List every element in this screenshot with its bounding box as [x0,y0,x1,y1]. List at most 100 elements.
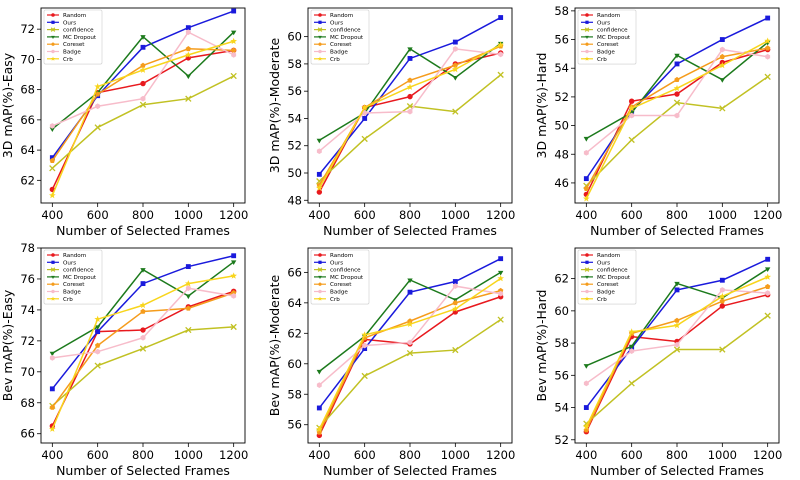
y-axis-label: 3D mAP(%)-Hard [534,53,549,159]
series-confidence [49,72,237,172]
legend-label: Random [597,13,620,19]
data-point-ours [583,405,589,410]
legend-marker-random [51,13,55,17]
data-point-confidence [764,73,771,80]
legend-label: MC Dropout [597,35,631,41]
data-point-confidence [719,105,726,112]
legend-marker-random [585,13,589,17]
data-point-badge [629,112,635,119]
data-point-crb [673,321,681,329]
y-tick-label: 64 [20,143,35,157]
x-axis-label: Number of Selected Frames [590,463,764,478]
legend-label: Coreset [597,282,619,288]
legend-label: confidence [330,268,361,274]
chart-panel-3: 400 600 800 1000 1200 46 48 50 52 54 56 58 Number of… [534,4,782,238]
data-point-ours [49,386,55,392]
x-tick-label: 800 [399,448,421,462]
data-point-badge [583,149,589,156]
legend-entry-mc-dropout: MC Dropout [581,275,631,281]
data-point-crb [452,305,459,312]
y-tick-label: 50 [287,166,302,180]
y-tick-label: 56 [554,33,569,47]
legend-box [577,9,637,65]
y-tick-label: 48 [287,193,302,207]
legend-label: MC Dropout [330,275,364,281]
legend-label: Badge [330,50,348,56]
data-point-mc-dropout [628,344,635,350]
series-coreset [583,283,771,433]
legend-marker-crb [317,296,323,301]
data-point-ours [583,176,589,182]
x-tick-label: 800 [132,208,154,222]
x-tick-label: 1200 [219,448,248,462]
legend-marker-confidence [584,267,590,272]
y-tick-label: 58 [287,57,302,71]
y-tick-label: 78 [20,241,35,255]
x-tick-label: 800 [399,208,421,222]
data-point-badge [316,382,322,388]
data-point-ours [362,346,368,351]
legend-marker-confidence [584,27,590,32]
legend-entry-coreset: Coreset [47,42,85,48]
legend-entry-ours: Ours [314,260,343,266]
data-point-badge [719,287,725,293]
legend-marker-random [585,253,589,257]
y-tick-label: 56 [287,418,302,432]
series-coreset [49,290,237,410]
data-point-coreset [185,45,192,52]
legend-marker-badge [318,49,322,54]
legend-entry-random: Random [581,253,620,259]
data-point-coreset [94,342,101,348]
y-tick-label: 74 [20,303,35,317]
legend-entry-ours: Ours [47,20,76,26]
x-tick-label: 1000 [441,448,470,462]
legend-marker-mc-dropout [51,35,55,39]
chart-panel-6: 400 600 800 1000 1200 52 54 56 58 60 62 Number of S… [534,247,782,478]
legend-marker-crb [584,296,590,301]
legend-label: Random [597,253,620,259]
legend-marker-coreset [585,42,589,46]
y-axis-label: 3D mAP(%)-Easy [0,52,15,158]
data-point-mc-dropout [674,281,680,287]
data-point-coreset [185,305,192,311]
data-point-crb [583,423,590,430]
legend-marker-coreset [318,282,322,286]
legend-entry-random: Random [47,253,86,259]
series-badge [316,46,504,155]
data-point-crb [230,272,237,279]
legend-entry-mc-dropout: MC Dropout [314,35,364,41]
y-tick-label: 60 [287,30,302,44]
data-point-mc-dropout [316,138,323,144]
legend-entry-mc-dropout: MC Dropout [47,35,97,41]
legend-marker-badge [318,289,322,294]
legend-label: Ours [597,20,610,26]
x-tick-label: 400 [575,448,597,462]
legend-label: Ours [330,20,343,26]
legend-label: Badge [63,290,81,296]
data-point-badge [674,341,680,348]
y-tick-label: 62 [20,173,35,187]
legend-marker-random [51,253,55,257]
y-tick-label: 54 [287,111,302,125]
y-tick-label: 54 [554,401,569,415]
data-point-badge [452,46,458,52]
data-point-confidence [94,124,101,131]
data-point-confidence [497,71,504,78]
legend-label: confidence [63,28,94,34]
data-point-badge [362,342,368,349]
legend-label: MC Dropout [63,35,97,41]
legend-label: MC Dropout [330,35,364,41]
x-tick-label: 400 [308,448,330,462]
legend-marker-ours [585,260,589,264]
data-point-crb [628,328,635,335]
x-tick-label: 1200 [753,448,782,462]
data-point-badge [49,355,55,361]
data-point-ours [316,405,322,411]
chart-panel-1: 400 600 800 1000 1200 62 64 66 68 70 72 Number of S… [0,7,248,238]
legend-entry-crb: Crb [314,296,340,303]
data-point-random [140,327,146,333]
y-tick-label: 72 [20,22,35,36]
